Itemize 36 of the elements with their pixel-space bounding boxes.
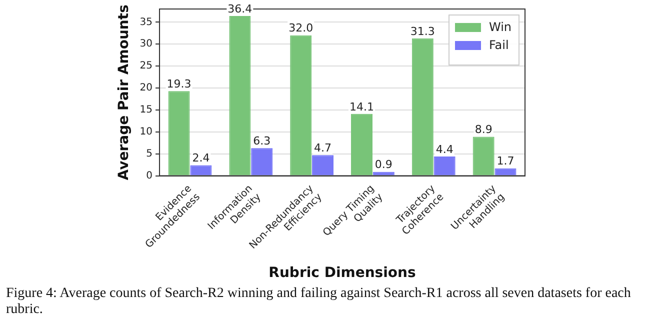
bar [412, 38, 434, 176]
data-label: 31.3 [410, 24, 435, 38]
bar [312, 155, 334, 176]
caption: Figure 4: Average counts of Search-R2 winning and failing against Search-R1 across all seven datasets for each rubric. [6, 286, 632, 318]
data-label: 14.1 [350, 100, 374, 114]
y-tick-label: 25 [140, 60, 153, 72]
bar [229, 16, 251, 176]
bar [251, 148, 273, 176]
data-label: 36.4 [228, 2, 252, 16]
y-tick-label: 35 [140, 16, 153, 28]
y-tick-label: 5 [146, 148, 153, 160]
y-tick-label: 15 [140, 104, 153, 116]
data-label: 32.0 [288, 22, 314, 35]
data-label: 8.9 [474, 123, 492, 136]
legend-label: Win [489, 20, 512, 34]
bar [494, 168, 516, 176]
data-label: 19.3 [166, 77, 192, 90]
data-label: 0.9 [374, 158, 392, 172]
y-tick-label: 0 [146, 170, 153, 182]
bar [290, 35, 312, 176]
bar [168, 91, 190, 176]
legend-label: Fail [489, 38, 509, 52]
y-tick-label: 20 [140, 82, 153, 94]
bar [472, 136, 494, 176]
y-axis-title: Average Pair Amounts [116, 4, 132, 180]
data-label: 4.7 [314, 142, 332, 155]
bar [190, 165, 212, 176]
data-label: 4.4 [436, 142, 454, 156]
x-axis-title: Rubric Dimensions [268, 265, 416, 282]
data-label: 2.4 [192, 152, 210, 165]
bar [351, 114, 372, 176]
bar [434, 156, 456, 176]
y-tick-label: 10 [140, 126, 153, 138]
data-label: 6.3 [253, 134, 271, 148]
y-tick-label: 30 [140, 38, 153, 50]
data-label: 1.7 [496, 154, 514, 168]
